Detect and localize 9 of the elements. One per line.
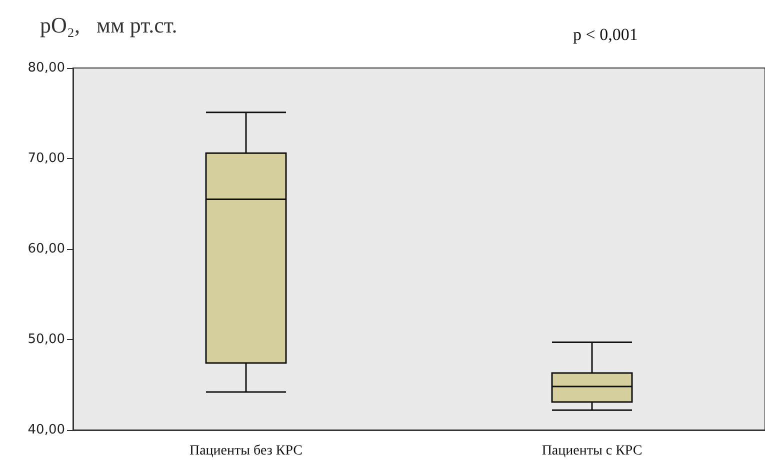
y-tick-label: 50,00 [28, 332, 65, 347]
chart-title: pO₂, мм рт.ст. [40, 12, 178, 38]
y-tick-label: 60,00 [28, 242, 65, 256]
text: p < 0,001 [573, 25, 638, 44]
x-tick-label: Пациенты с КРС [542, 444, 642, 458]
x-tick-label: Пациенты без КРС [189, 444, 303, 458]
y-tick-label: 40,00 [28, 422, 65, 438]
y-tick-label: 80,00 [28, 60, 65, 76]
y-tick-label: 70,00 [28, 151, 65, 166]
